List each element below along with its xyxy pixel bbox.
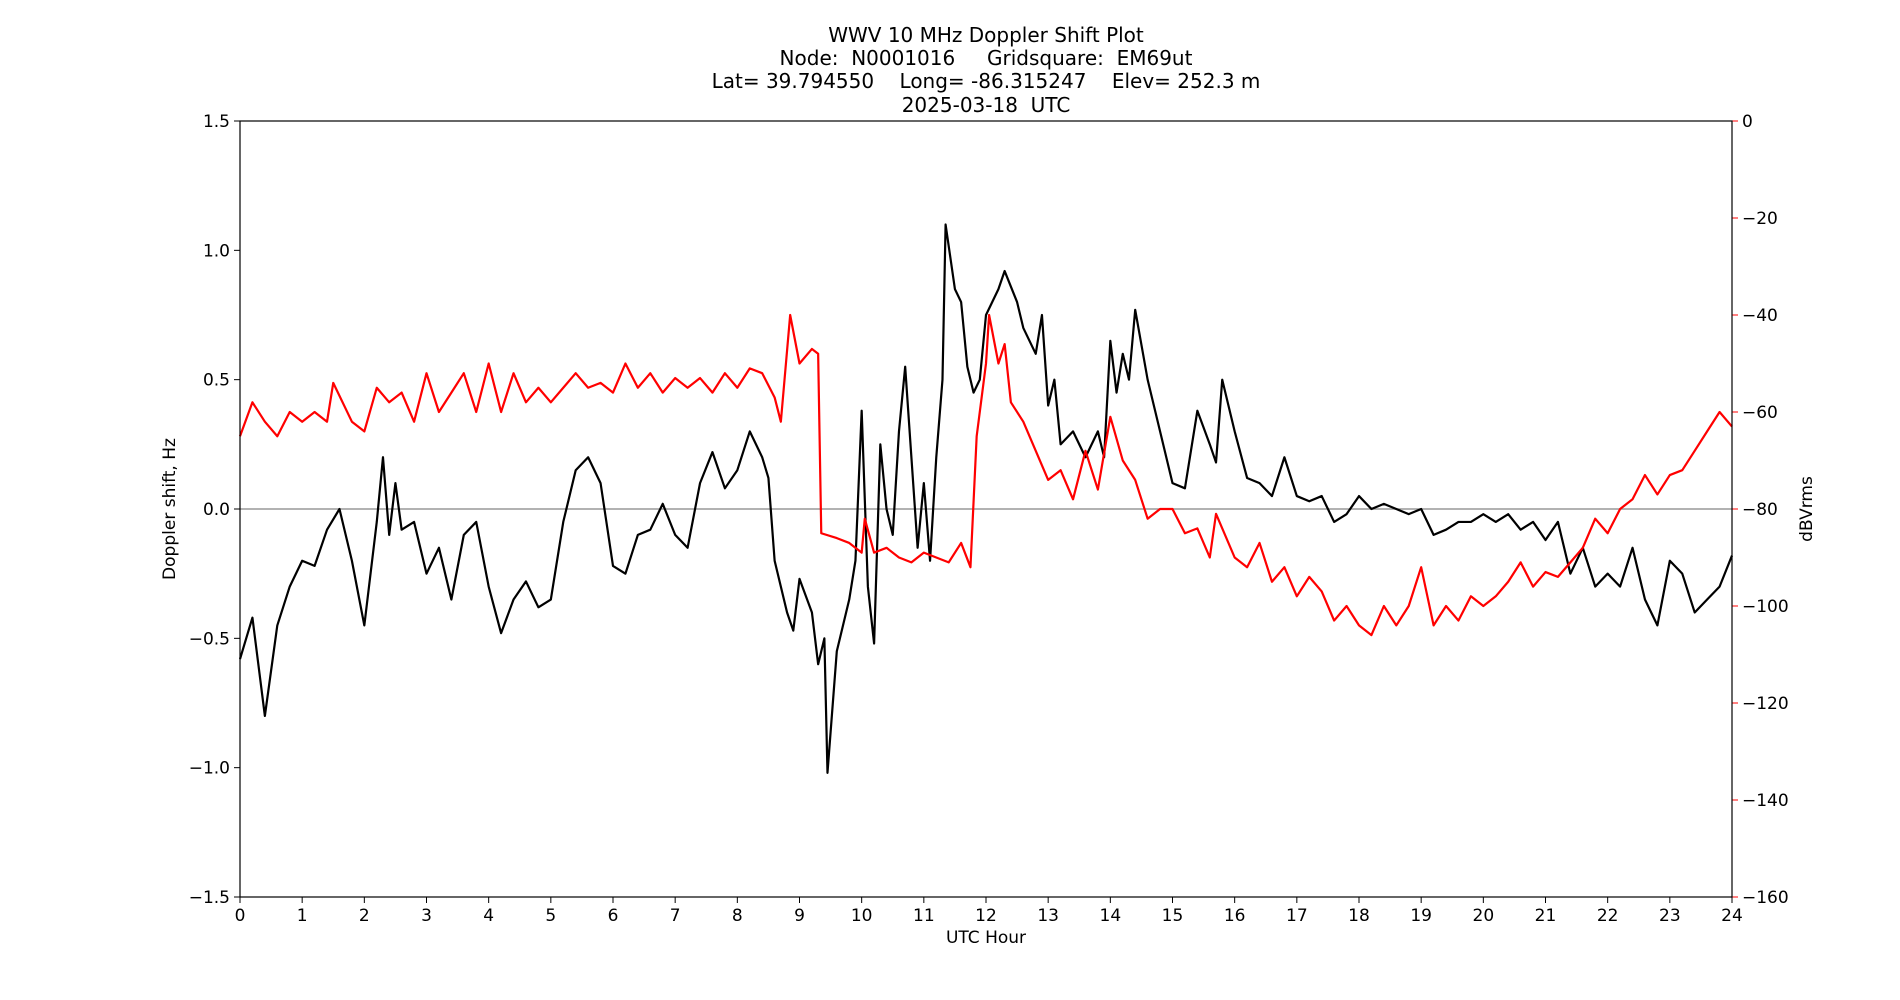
x-tick-label: 19 [1410,906,1432,926]
x-tick-label: 10 [851,906,873,926]
y2-tick-label: −60 [1742,403,1778,423]
y-tick-label: −1.5 [189,888,230,908]
series-line [238,223,1734,774]
series-line [238,313,1733,637]
y2-tick-label: −120 [1742,694,1789,714]
x-tick-label: 0 [235,906,246,926]
x-tick-label: 6 [608,906,619,926]
y2-tick-label: −100 [1742,597,1789,617]
x-tick-label: 12 [975,906,997,926]
y2-tick-label: −140 [1742,791,1789,811]
x-tick-label: 8 [732,906,743,926]
x-tick-label: 13 [1037,906,1059,926]
y-tick-label: 1.0 [203,241,230,261]
y2-tick-label: −40 [1742,306,1778,326]
y2-axis-label: dBVrms [1797,476,1817,542]
x-tick-label: 20 [1473,906,1495,926]
y2-tick-label: 0 [1742,112,1753,132]
y2-tick-label: −80 [1742,500,1778,520]
x-tick-label: 3 [421,906,432,926]
y-tick-label: −1.0 [189,759,230,779]
title-line: 2025-03-18 UTC [902,93,1071,117]
x-tick-label: 7 [670,906,681,926]
y2-tick-label: −160 [1742,888,1789,908]
x-tick-label: 5 [545,906,556,926]
x-tick-label: 11 [913,906,935,926]
y-axis-label: Doppler shift, Hz [160,438,180,580]
x-axis-label: UTC Hour [946,928,1026,948]
x-tick-label: 21 [1535,906,1557,926]
y-tick-label: 0.0 [203,500,230,520]
plot-frame [239,120,1733,898]
y2-tick-label: −20 [1742,209,1778,229]
x-tick-label: 14 [1100,906,1122,926]
x-tick-label: 15 [1162,906,1184,926]
y-tick-label: −0.5 [189,629,230,649]
x-tick-label: 2 [359,906,370,926]
x-tick-label: 17 [1286,906,1308,926]
x-tick-label: 18 [1348,906,1370,926]
title-line: Lat= 39.794550 Long= -86.315247 Elev= 25… [712,69,1261,93]
title-line: WWV 10 MHz Doppler Shift Plot [828,23,1144,47]
x-tick-label: 24 [1721,906,1743,926]
x-tick-label: 23 [1659,906,1681,926]
x-tick-label: 4 [483,906,494,926]
x-tick-label: 9 [794,906,805,926]
y-tick-label: 0.5 [203,371,230,391]
y-tick-label: 1.5 [203,112,230,132]
title-line: Node: N0001016 Gridsquare: EM69ut [780,46,1193,70]
x-tick-label: 16 [1224,906,1246,926]
x-tick-label: 1 [297,906,308,926]
x-tick-label: 22 [1597,906,1619,926]
